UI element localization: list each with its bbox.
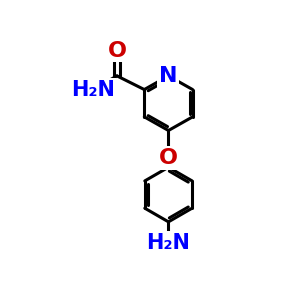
Text: O: O [159, 148, 178, 168]
Text: H₂N: H₂N [71, 80, 115, 100]
Text: O: O [107, 41, 127, 61]
Text: H₂N: H₂N [146, 233, 190, 253]
Text: N: N [159, 66, 178, 86]
